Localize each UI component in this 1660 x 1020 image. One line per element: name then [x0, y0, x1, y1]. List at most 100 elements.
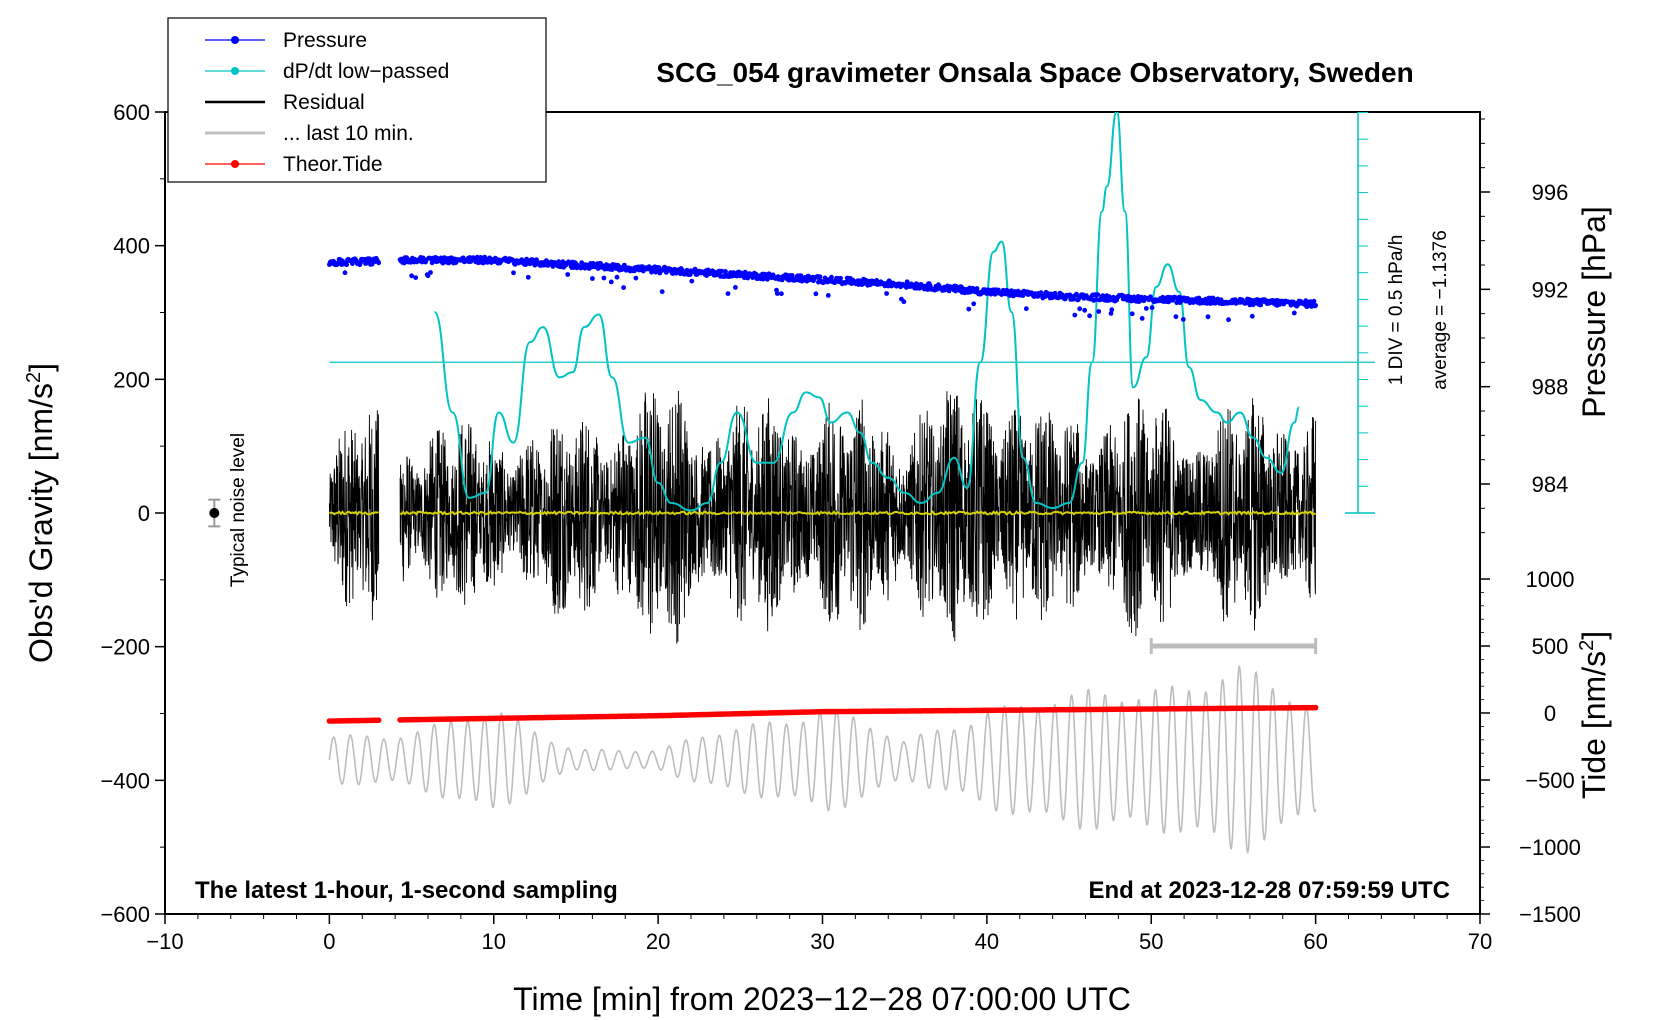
y-tick-label-tide: 1000: [1526, 567, 1575, 592]
pressure-point: [1205, 314, 1211, 320]
pressure-point: [974, 286, 980, 291]
y-axis-title-pressure: Pressure [hPa]: [1576, 206, 1612, 418]
svg-text:Obs'd Gravity [nm/s2]: Obs'd Gravity [nm/s2]: [23, 363, 59, 663]
y-tick-label-tide: 0: [1544, 701, 1556, 726]
pressure-point: [633, 275, 639, 281]
x-tick-label: 0: [323, 929, 335, 954]
pressure-series: [327, 254, 1318, 323]
pressure-point: [1291, 310, 1297, 316]
pressure-point: [621, 285, 626, 290]
pressure-point: [774, 291, 780, 296]
subtitle-left: The latest 1-hour, 1-second sampling: [195, 877, 618, 904]
ylabel-tide-main: Tide [nm/s: [1576, 651, 1612, 799]
subtitle-right: End at 2023-12-28 07:59:59 UTC: [1089, 877, 1451, 904]
legend-label: dP/dt low−passed: [283, 60, 449, 83]
y-tick-label-tide: 500: [1532, 634, 1569, 659]
y-tick-label-pressure: 992: [1532, 277, 1569, 302]
y-tick-label-pressure: 988: [1532, 375, 1569, 400]
residual-mean-line: [328, 509, 1316, 516]
pressure-point: [765, 276, 770, 282]
y-tick-label-tide: −500: [1525, 768, 1575, 793]
pressure-point: [838, 275, 843, 281]
pressure-point: [1311, 298, 1317, 304]
x-tick-label: 30: [810, 929, 834, 954]
ylabel-gravity-sup: 2: [23, 372, 45, 383]
theor-tide-point: [1312, 704, 1319, 711]
pressure-point: [1109, 307, 1115, 313]
pressure-point: [825, 293, 831, 298]
pressure-point: [608, 279, 614, 285]
x-tick-label: 40: [975, 929, 999, 954]
pressure-point: [733, 285, 738, 290]
noise-label: Typical noise level: [228, 433, 249, 587]
pressure-point: [1082, 307, 1088, 313]
chart-title: SCG_054 gravimeter Onsala Space Observat…: [656, 57, 1413, 88]
pressure-point: [1074, 291, 1079, 297]
pressure-point: [1096, 309, 1102, 314]
pressure-point: [428, 270, 433, 275]
pressure-point: [1095, 292, 1101, 297]
pressure-point: [1077, 306, 1083, 312]
pressure-point: [1143, 306, 1149, 311]
pressure-point: [511, 270, 516, 276]
ylabel-pressure: Pressure [hPa]: [1576, 206, 1612, 418]
pressure-point: [1226, 317, 1231, 323]
pressure-point: [1129, 311, 1135, 317]
pressure-point: [342, 270, 348, 276]
y-tick-label-gravity: 600: [113, 100, 150, 125]
y-tick-label-gravity: −600: [100, 902, 150, 927]
y-tick-label-gravity: −200: [100, 635, 150, 660]
dpdt-scale-label-wrap: 1 DIV = 0.5 hPa/h: [1386, 235, 1407, 386]
x-tick-label: 50: [1139, 929, 1163, 954]
legend-label: Residual: [283, 91, 365, 114]
pressure-point: [1258, 302, 1263, 308]
pressure-point: [369, 261, 375, 267]
y-tick-label-tide: −1500: [1519, 902, 1581, 927]
pressure-point: [1180, 317, 1186, 322]
x-tick-label: 20: [646, 929, 670, 954]
axis-ticks: −10 0 10 20 30 40 50 60 70 600 400 200 0 −200 −400 −600…: [100, 100, 1580, 954]
pressure-point: [556, 259, 562, 265]
x-tick-label: 60: [1303, 929, 1327, 954]
y-axis-title-gravity: Obs'd Gravity [nm/s2]: [23, 363, 59, 663]
legend-marker: [231, 36, 239, 44]
y-axis-title-tide: Tide [nm/s2]: [1576, 631, 1612, 799]
legend-box: [167, 17, 547, 183]
pressure-point: [1108, 311, 1114, 316]
pressure-point: [1149, 305, 1155, 310]
pressure-point: [565, 272, 571, 277]
dpdt-scale-label: 1 DIV = 0.5 hPa/h: [1386, 235, 1407, 386]
theor-tide-series: [326, 704, 1319, 724]
legend: Pressure dP/dt low−passed Residual ... last…: [167, 17, 547, 183]
pressure-point: [689, 278, 695, 284]
pressure-point: [413, 275, 419, 280]
pressure-point: [376, 260, 382, 266]
x-axis-title: Time [min] from 2023−12−28 07:00:00 UTC: [513, 981, 1131, 1017]
pressure-point: [1313, 303, 1318, 308]
pressure-point: [719, 269, 725, 274]
x-tick-label: −10: [146, 929, 183, 954]
noise-point: [209, 508, 220, 518]
pressure-point: [966, 306, 972, 312]
pressure-point: [1249, 313, 1255, 319]
noise-label-wrap: Typical noise level: [228, 433, 249, 587]
svg-text:Tide [nm/s2]: Tide [nm/s2]: [1576, 631, 1612, 799]
y-tick-label-gravity: −400: [100, 768, 150, 793]
pressure-point: [725, 291, 731, 296]
plot-overlay: [208, 112, 1375, 654]
pressure-point: [901, 299, 907, 305]
legend-marker: [231, 67, 239, 75]
legend-label: ... last 10 min.: [283, 122, 414, 145]
x-tick-label: 10: [482, 929, 506, 954]
y-tick-label-gravity: 200: [113, 367, 150, 392]
y-tick-label-gravity: 400: [113, 234, 150, 259]
legend-label: Theor.Tide: [283, 153, 383, 176]
pressure-point: [884, 291, 889, 296]
last-10-min-line: [328, 664, 1317, 854]
pressure-point: [1139, 316, 1145, 321]
ylabel-tide-sup: 2: [1576, 640, 1598, 651]
pressure-point: [1072, 312, 1078, 318]
pressure-point: [601, 275, 607, 281]
y-tick-label-tide: −1000: [1519, 835, 1581, 860]
